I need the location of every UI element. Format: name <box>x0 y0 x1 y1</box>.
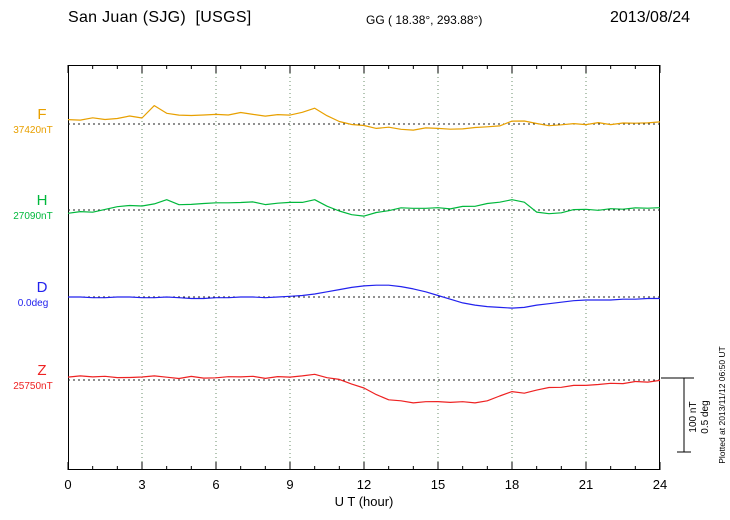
x-tick-label-18: 18 <box>504 477 520 492</box>
series-H-letter: H <box>36 192 48 209</box>
series-Z-base-value: 25750nT <box>13 381 53 392</box>
x-tick-label-6: 6 <box>212 477 220 492</box>
x-tick-label-15: 15 <box>430 477 446 492</box>
x-axis-label: U T (hour) <box>334 494 394 509</box>
series-H-base-value: 27090nT <box>13 211 53 222</box>
plot-date: 2013/08/24 <box>610 9 691 26</box>
x-tick-label-3: 3 <box>138 477 146 492</box>
x-tick-label-9: 9 <box>286 477 294 492</box>
plot-frame <box>68 65 660 470</box>
x-tick-label-24: 24 <box>652 477 668 492</box>
scale-bar-label: 100 nT 0.5 deg <box>688 380 714 454</box>
series-F-letter: F <box>37 106 47 123</box>
geographic-coordinates: GG ( 18.38°, 293.88°) <box>366 13 483 27</box>
x-tick-label-21: 21 <box>578 477 594 492</box>
scale-bar-nt-label: 100 nT <box>688 401 699 433</box>
x-tick-label-0: 0 <box>64 477 72 492</box>
station-title: San Juan (SJG) [USGS] <box>68 9 252 26</box>
series-D-base-value: 0.0deg <box>17 298 49 309</box>
x-tick-label-12: 12 <box>356 477 372 492</box>
series-F-base-value: 37420nT <box>13 125 53 136</box>
series-Z-letter: Z <box>37 362 47 379</box>
scale-bar-deg-label: 0.5 deg <box>700 400 711 434</box>
series-D-letter: D <box>36 279 48 296</box>
plotted-at-note: Plotted at 2013/11/12 06:50 UT <box>717 346 727 464</box>
